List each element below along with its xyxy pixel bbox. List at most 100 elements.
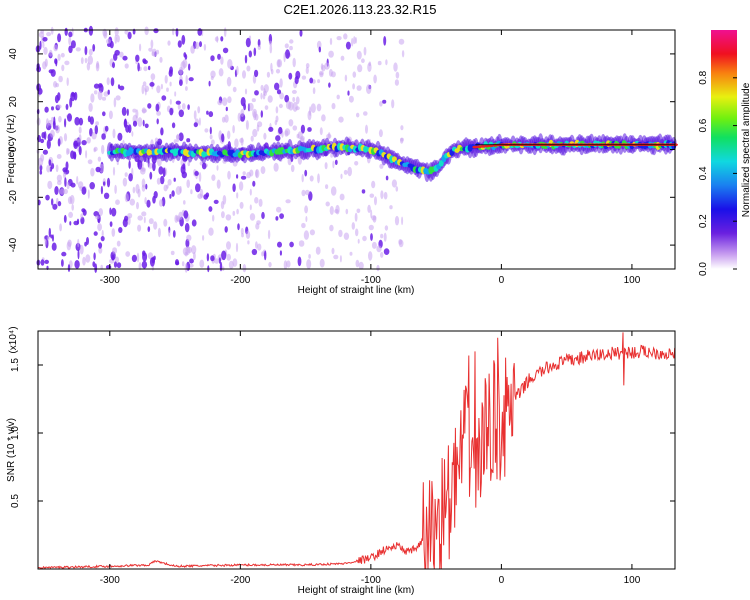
noise-blob [184,251,188,257]
noise-blob [242,264,247,273]
noise-blob [101,133,106,140]
noise-blob [276,206,282,213]
noise-blob [46,139,51,150]
noise-blob [103,181,106,186]
noise-blob [166,87,169,92]
noise-blob [208,80,211,87]
noise-blob [124,172,128,177]
noise-blob [189,258,194,264]
noise-blob [232,210,236,216]
noise-blob [304,169,308,177]
noise-blob [203,43,207,51]
noise-blob [344,74,348,82]
noise-blob [46,31,52,37]
spectrogram-x-ticks: -300 -200 -100 0 100 [100,30,641,286]
noise-blob [80,57,84,65]
noise-blob [198,117,201,126]
noise-blob [139,43,142,52]
noise-blob [340,173,343,179]
noise-blob [195,183,201,193]
noise-blob [146,199,151,208]
noise-blob [71,92,76,97]
noise-blob [248,50,252,58]
noise-blob [352,71,357,78]
noise-blob [143,216,146,224]
noise-blob [103,91,109,97]
noise-blob [355,259,360,268]
noise-blob [178,211,183,220]
noise-blob [89,182,95,190]
noise-blob [275,115,279,123]
noise-blob [370,233,373,241]
noise-blob [339,255,342,263]
noise-blob [149,171,153,180]
noise-blob [65,103,69,110]
noise-blob [153,28,159,34]
noise-blob [95,166,101,173]
noise-blob [42,149,49,155]
noise-blob [385,59,388,66]
noise-blob [222,97,228,106]
noise-blob [156,110,162,116]
x-tick-label: -200 [230,575,250,586]
y-tick-label: 1.5 [10,358,21,372]
noise-blob [186,179,190,188]
noise-blob [60,52,65,58]
noise-blob [169,99,172,105]
noise-blob [64,118,67,128]
noise-blob [153,191,158,199]
noise-blob [213,199,219,204]
noise-blob [236,65,239,76]
noise-blob [114,184,117,194]
noise-blob [131,131,134,137]
noise-blob [66,77,69,86]
noise-blob [174,91,177,97]
noise-blob [279,92,284,100]
noise-blob [137,215,143,221]
noise-blob [63,170,66,179]
noise-blob [59,223,62,232]
noise-blob [369,193,375,198]
noise-blob [107,89,110,95]
noise-blob [51,242,57,251]
noise-blob [237,223,240,231]
noise-blob [55,124,60,134]
noise-blob [240,227,244,235]
noise-blob [275,106,279,114]
noise-blob [401,216,404,226]
noise-blob [186,138,191,143]
noise-blob [267,95,273,103]
noise-blob [163,218,168,227]
noise-blob [235,242,239,253]
x-tick-label: -300 [100,575,120,586]
noise-blob [172,27,175,36]
noise-blob [116,35,120,43]
noise-blob [193,122,198,128]
noise-blob [305,66,309,74]
noise-blob [152,161,156,172]
noise-blob [325,201,330,207]
noise-blob [296,133,300,139]
noise-blob [306,259,312,269]
noise-blob [292,57,296,68]
noise-blob [115,95,121,101]
snr-y-ticks: 0.5 1.0 1.5 [10,358,675,508]
noise-blob [97,223,102,232]
noise-blob [380,190,384,200]
snr-frame [37,330,676,570]
noise-blob [217,53,221,60]
noise-blob [144,85,150,93]
noise-blob [208,227,214,236]
noise-blob [70,150,75,159]
noise-blob [68,36,72,46]
noise-blob [197,106,201,114]
noise-blob [171,122,176,129]
noise-blob [377,60,382,66]
noise-blob [245,120,249,130]
noise-blob [181,171,187,179]
noise-blob [94,263,98,273]
noise-blob [193,110,197,120]
noise-blob [210,255,215,262]
